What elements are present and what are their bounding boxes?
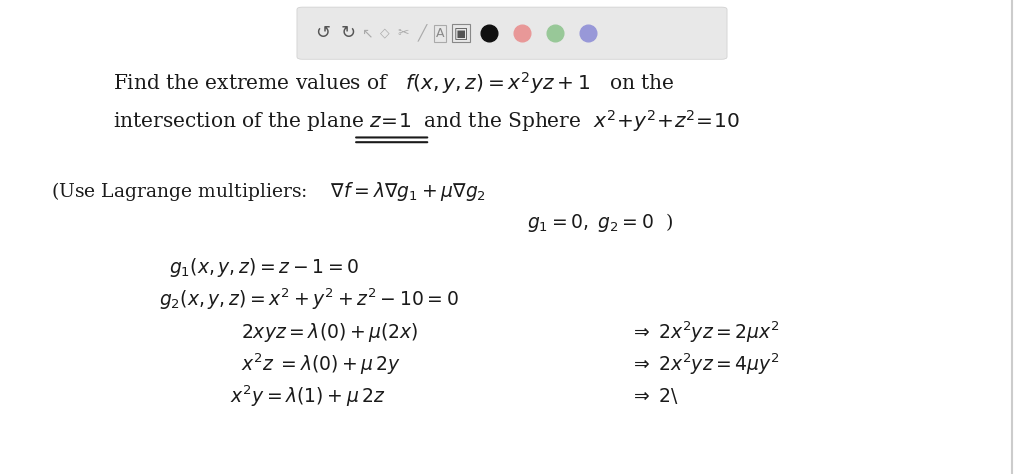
Text: $x^2 y = \lambda(1) + \mu\,2z$: $x^2 y = \lambda(1) + \mu\,2z$ (230, 383, 386, 409)
Text: $2xyz = \lambda(0) + \mu(2x)$: $2xyz = \lambda(0) + \mu(2x)$ (241, 321, 418, 344)
Text: $g_2(x,y,z) = x^2+y^2+z^2-10 = 0$: $g_2(x,y,z) = x^2+y^2+z^2-10 = 0$ (159, 287, 459, 312)
Text: $\Rightarrow\; 2x^2yz = 2\mu x^2$: $\Rightarrow\; 2x^2yz = 2\mu x^2$ (630, 320, 779, 346)
Text: ↖: ↖ (360, 26, 373, 40)
Text: ↺: ↺ (315, 24, 330, 42)
Text: (Use Lagrange multipliers:    $\nabla f = \lambda\nabla g_1 + \mu\nabla g_2$: (Use Lagrange multipliers: $\nabla f = \… (51, 181, 486, 203)
Text: $\Rightarrow\; 2x^2yz = 4\mu y^2$: $\Rightarrow\; 2x^2yz = 4\mu y^2$ (630, 351, 779, 377)
Text: $\Rightarrow\; 2\backslash$: $\Rightarrow\; 2\backslash$ (630, 386, 678, 406)
Text: ╱: ╱ (418, 25, 426, 42)
Text: ↻: ↻ (341, 24, 355, 42)
Text: ◇: ◇ (380, 27, 390, 40)
FancyBboxPatch shape (297, 7, 727, 59)
Text: $g_1(x,y,z) = z - 1 = 0$: $g_1(x,y,z) = z - 1 = 0$ (169, 256, 359, 279)
Text: ✂: ✂ (397, 26, 410, 40)
Text: Find the extreme values of   $f(x,y,z)=x^2yz+1$   on the: Find the extreme values of $f(x,y,z)=x^2… (113, 70, 675, 96)
Text: ▣: ▣ (454, 26, 468, 41)
Text: intersection of the plane $z\!=\!1$  and the Sphere  $x^2\!+\!y^2\!+\!z^2\!=\!10: intersection of the plane $z\!=\!1$ and … (113, 108, 739, 134)
Text: $g_1 = 0,\; g_2 = 0$  ): $g_1 = 0,\; g_2 = 0$ ) (527, 211, 674, 234)
Text: A: A (436, 27, 444, 40)
Text: $x^2 z \;= \lambda(0) + \mu\,2y$: $x^2 z \;= \lambda(0) + \mu\,2y$ (241, 351, 400, 377)
